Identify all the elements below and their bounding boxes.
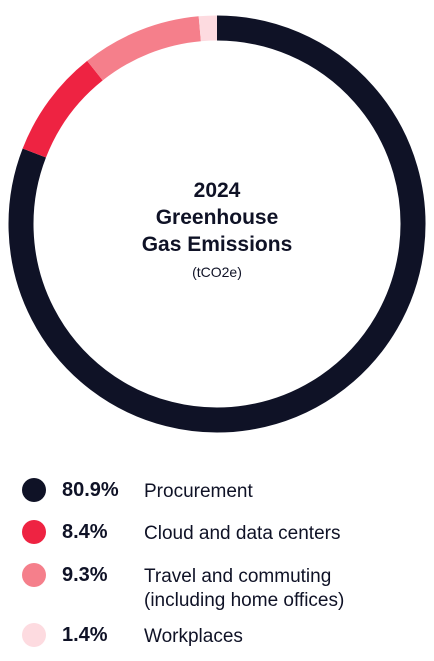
title-line-1: 2024 <box>193 179 241 202</box>
unit-label: (tCO2e) <box>192 264 242 280</box>
legend-percent: 1.4% <box>62 624 108 646</box>
legend-swatch <box>22 520 46 544</box>
donut-slice-workplaces <box>198 15 218 42</box>
legend-label: Workplaces <box>144 626 243 647</box>
legend-label: Procurement <box>144 481 253 502</box>
legend-percent: 80.9% <box>62 479 119 501</box>
title-line-3: Gas Emissions <box>141 233 293 256</box>
legend-label: Cloud and data centers <box>144 523 341 544</box>
chart-title: 2024 Greenhouse Gas Emissions <box>0 177 434 258</box>
donut-slice-travel-commuting <box>87 16 202 81</box>
legend-percent: 8.4% <box>62 521 108 543</box>
title-line-2: Greenhouse <box>155 206 279 229</box>
legend-swatch <box>22 563 46 587</box>
legend-swatch <box>22 623 46 647</box>
legend-percent: 9.3% <box>62 564 108 586</box>
legend-swatch <box>22 478 46 502</box>
legend-label-line-1: Travel and commuting <box>144 566 332 587</box>
legend-label: Travel and commuting (including home off… <box>144 565 414 613</box>
donut-slice-cloud-data-centers <box>22 60 103 158</box>
donut-slice-procurement <box>8 15 426 433</box>
legend-label-line-2: (including home offices) <box>144 590 345 611</box>
donut-chart <box>8 15 426 433</box>
